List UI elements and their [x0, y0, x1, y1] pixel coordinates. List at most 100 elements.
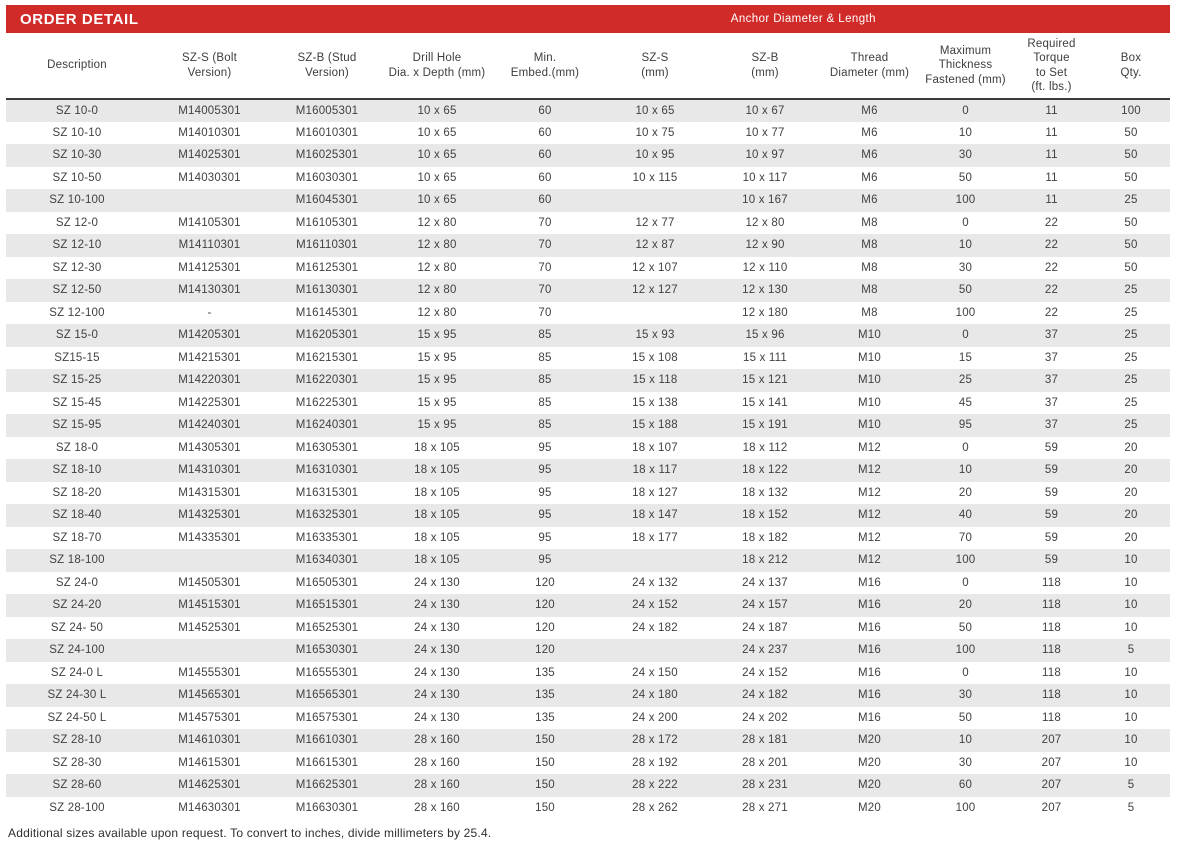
banner-title: ORDER DETAIL	[20, 10, 139, 28]
table-cell: M6	[861, 194, 878, 207]
table-cell: 15 x 96	[745, 329, 785, 342]
table-cell: 59	[1044, 509, 1059, 522]
table-cell: 100	[1121, 104, 1141, 117]
table-cell: SZ 24-30 L	[47, 689, 107, 702]
table-cell: M16225301	[295, 396, 359, 409]
table-body: SZ 10-0 M14005301 M16005301 10 x 65 60 10 x 6…	[6, 99, 1170, 819]
table-cell: M16310301	[295, 464, 359, 477]
table-cell: M10	[858, 351, 881, 364]
table-cell: 150	[535, 756, 555, 769]
table-cell: 120	[535, 644, 555, 657]
table-cell: SZ 15-45	[52, 396, 102, 409]
table-cell: SZ 24-50 L	[47, 711, 107, 724]
table-cell: M14505301	[178, 576, 241, 589]
table-cell	[148, 189, 271, 212]
table-cell: 207	[1041, 801, 1062, 814]
table-cell: 37	[1044, 329, 1059, 342]
table-cell: 10 x 65	[417, 194, 457, 207]
table-cell: 95	[958, 419, 973, 432]
table-cell: 120	[535, 576, 555, 589]
table-cell: M16220301	[295, 374, 359, 387]
table-cell: M16530301	[295, 644, 359, 657]
table-cell: M10	[858, 374, 881, 387]
table-cell: 50	[958, 621, 973, 634]
table-cell: SZ 28-60	[52, 779, 102, 792]
table-row: SZ 18-70 M14335301 M16335301 18 x 105 95 18 x…	[6, 526, 1170, 549]
table-cell: M8	[861, 261, 878, 274]
table-cell: 22	[1044, 216, 1059, 229]
table-row: SZ 12-30 M14125301 M16125301 12 x 80 70 12 x …	[6, 256, 1170, 279]
table-cell: 70	[538, 306, 552, 319]
table-cell: M20	[858, 801, 881, 814]
table-cell: 18 x 152	[742, 509, 788, 522]
table-cell: M16005301	[295, 104, 359, 117]
table-cell: 15 x 95	[417, 351, 457, 364]
table-cell: M16110301	[296, 239, 358, 252]
table-cell: 10 x 65	[417, 104, 457, 117]
table-cell: 40	[958, 509, 973, 522]
table-cell: 10	[1124, 666, 1138, 679]
table-cell: 28 x 160	[414, 734, 460, 747]
column-header: Box Qty.	[1092, 33, 1170, 100]
table-row: SZ 24-30 L M14565301 M16565301 24 x 130 135 2…	[6, 684, 1170, 707]
table-cell: 10 x 65	[417, 171, 457, 184]
table-cell: M6	[861, 171, 878, 184]
table-cell: 15 x 95	[417, 374, 457, 387]
table-cell: SZ 18-0	[55, 441, 99, 454]
column-header: SZ-S (mm)	[599, 33, 711, 100]
table-cell: 15 x 188	[632, 419, 678, 432]
table-cell: M10	[858, 396, 881, 409]
table-cell: 50	[958, 711, 973, 724]
table-cell: 70	[538, 239, 552, 252]
table-cell: 18 x 122	[742, 464, 788, 477]
table-cell: M14615301	[178, 756, 241, 769]
table-cell: 50	[1124, 171, 1138, 184]
table-cell: M16575301	[295, 711, 359, 724]
table-cell: 20	[1124, 441, 1138, 454]
table-cell: 25	[1124, 396, 1138, 409]
table-cell: 0	[962, 576, 969, 589]
order-detail-table: Description SZ-S (Bolt Version) SZ-B (Stud…	[6, 33, 1170, 819]
column-header: Description	[6, 33, 148, 100]
table-cell: 28 x 201	[742, 756, 788, 769]
table-cell: 85	[538, 351, 552, 364]
table-cell: M16145301	[295, 306, 359, 319]
table-row: SZ 24- 50 M14525301 M16525301 24 x 130 120 24…	[6, 616, 1170, 639]
table-row: SZ 18-100 M16340301 18 x 105 95 18 x 212 M12 1…	[6, 549, 1170, 572]
table-cell: 59	[1044, 464, 1059, 477]
table-cell: SZ 10-100	[49, 194, 105, 207]
table-cell: 50	[1124, 261, 1138, 274]
table-cell: 24 x 180	[632, 689, 678, 702]
table-cell: 20	[1124, 464, 1138, 477]
table-cell: 24 x 187	[742, 621, 788, 634]
table-cell: 0	[962, 216, 969, 229]
table-row: SZ 12-50 M14130301 M16130301 12 x 80 70 12 x …	[6, 279, 1170, 302]
table-row: SZ 18-0 M14305301 M16305301 18 x 105 95 18 x …	[6, 436, 1170, 459]
table-cell: M16555301	[295, 666, 359, 679]
table-cell: M14110301	[178, 239, 241, 252]
table-cell: 12 x 80	[417, 261, 457, 274]
table-cell: 37	[1044, 374, 1059, 387]
table-cell: 37	[1044, 419, 1059, 432]
table-cell: 25	[1124, 374, 1138, 387]
table-cell: M16515301	[295, 599, 359, 612]
table-cell: M16615301	[295, 756, 359, 769]
table-cell: M16305301	[295, 441, 359, 454]
table-cell: 59	[1044, 531, 1059, 544]
table-cell: 60	[958, 779, 973, 792]
footnote: Additional sizes available upon request.…	[8, 826, 492, 840]
table-cell: M16340301	[295, 554, 359, 567]
table-cell: 24 x 130	[414, 599, 460, 612]
table-cell: M16565301	[295, 689, 359, 702]
table-cell	[599, 189, 711, 212]
table-cell: SZ 18-40	[52, 509, 102, 522]
table-cell: 28 x 192	[632, 756, 678, 769]
table-header: Description SZ-S (Bolt Version) SZ-B (Stud…	[6, 33, 1170, 100]
table-row: SZ 10-50 M14030301 M16030301 10 x 65 60 10 x …	[6, 166, 1170, 189]
table-row: SZ 12-10 M14110301 M16110301 12 x 80 70 12 x …	[6, 234, 1170, 257]
table-cell: SZ 10-30	[52, 149, 102, 162]
column-header: Min. Embed.(mm)	[491, 33, 599, 100]
table-cell: 25	[1124, 194, 1138, 207]
table-cell: 18 x 212	[742, 554, 788, 567]
